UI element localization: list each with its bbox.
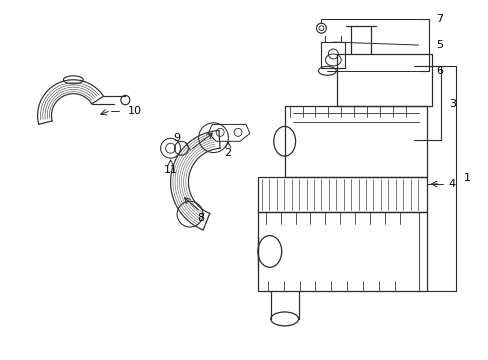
Text: 1: 1 <box>463 173 470 183</box>
Text: 2: 2 <box>224 148 231 158</box>
Text: 5: 5 <box>436 40 443 50</box>
Bar <box>257 212 426 291</box>
Bar <box>284 105 426 177</box>
Text: 11: 11 <box>163 165 177 175</box>
Bar <box>337 54 431 105</box>
Text: 9: 9 <box>173 133 180 143</box>
Bar <box>257 177 426 212</box>
Bar <box>321 42 345 68</box>
Text: 4: 4 <box>447 179 455 189</box>
Text: 7: 7 <box>436 14 443 24</box>
Text: 3: 3 <box>448 99 455 109</box>
Text: 10: 10 <box>128 105 142 116</box>
Text: 8: 8 <box>196 213 203 223</box>
Text: 6: 6 <box>436 66 443 76</box>
